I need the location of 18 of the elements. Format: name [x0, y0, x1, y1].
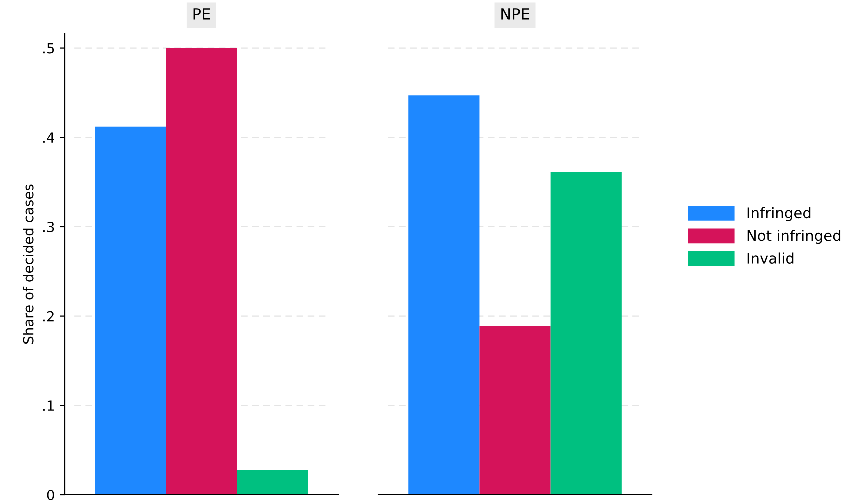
- bar: [237, 470, 308, 495]
- y-tick-label: .3: [44, 222, 54, 232]
- y-tick-label: .4: [44, 132, 54, 143]
- y-tick-label: .1: [44, 400, 54, 411]
- legend-label: Not infringed: [748, 230, 841, 244]
- y-tick-label: .5: [44, 43, 54, 54]
- bar: [166, 48, 238, 495]
- y-axis-title: Share of decided cases: [23, 184, 34, 344]
- y-tick-label: .2: [44, 311, 54, 322]
- bar: [550, 172, 622, 495]
- bar: [408, 96, 480, 495]
- x-tick-label: PE: [194, 8, 210, 20]
- bar: [95, 126, 166, 495]
- x-tick-label: NPE: [502, 8, 530, 20]
- y-tick-label: 0: [47, 490, 54, 500]
- legend-label: Infringed: [748, 207, 811, 222]
- legend-label: Invalid: [748, 252, 794, 264]
- bar: [480, 326, 551, 495]
